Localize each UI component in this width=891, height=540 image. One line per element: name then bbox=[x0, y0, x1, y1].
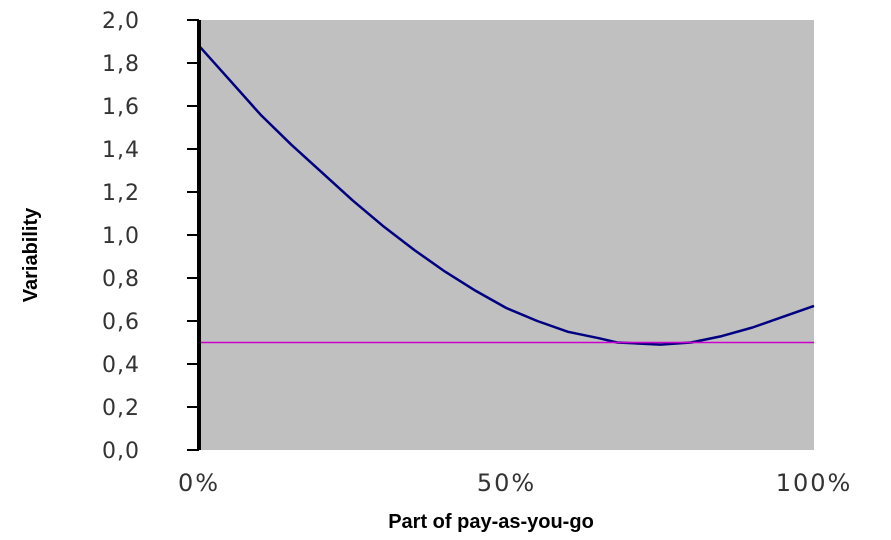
y-tick-label: 1,6 bbox=[102, 95, 140, 120]
y-axis-label: Variability bbox=[20, 207, 42, 302]
x-axis-ticks: 0% 50% 100% bbox=[178, 469, 853, 497]
x-tick-label: 50% bbox=[477, 469, 536, 497]
y-tick-label: 1,4 bbox=[102, 138, 140, 163]
y-axis-ticks: 0,0 0,2 0,4 0,6 0,8 1,0 1,2 1,4 1,6 1,8 2,0 bbox=[102, 9, 199, 464]
y-tick-label: 0,6 bbox=[102, 310, 140, 335]
y-tick-label: 1,2 bbox=[102, 181, 140, 206]
plot-area bbox=[199, 20, 814, 450]
x-tick-label: 0% bbox=[178, 469, 220, 497]
x-tick-label: 100% bbox=[776, 469, 853, 497]
y-tick-label: 0,4 bbox=[102, 353, 140, 378]
series-layer bbox=[198, 44, 815, 346]
y-tick-label: 0,8 bbox=[102, 267, 140, 292]
variability-curve bbox=[198, 44, 815, 346]
y-tick-label: 0,0 bbox=[102, 439, 140, 464]
x-axis-label: Part of pay-as-you-go bbox=[388, 511, 594, 533]
y-tick-label: 1,8 bbox=[102, 52, 140, 77]
y-tick-label: 2,0 bbox=[102, 9, 140, 34]
y-tick-label: 1,0 bbox=[102, 224, 140, 249]
y-tick-label: 0,2 bbox=[102, 396, 140, 421]
